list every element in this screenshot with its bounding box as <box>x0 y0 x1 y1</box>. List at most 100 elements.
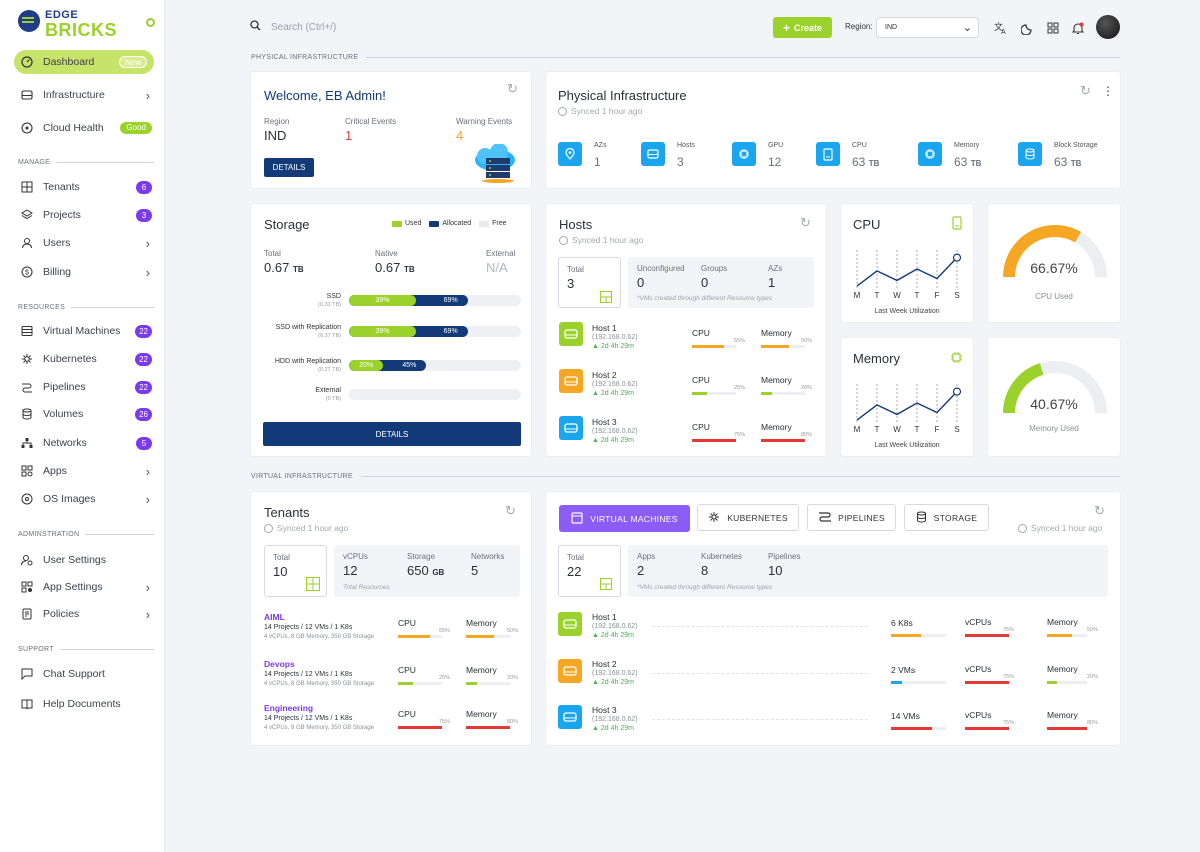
cpu-usage-fill <box>692 439 736 442</box>
refresh-icon[interactable]: ↻ <box>800 215 811 230</box>
count-badge: 3 <box>136 208 152 222</box>
sidebar-item-pipelines[interactable]: Pipelines 22 <box>14 375 154 399</box>
tenant-name[interactable]: Devops <box>264 659 295 669</box>
day-tick-label: T <box>915 291 920 300</box>
warning-events-label: Warning Events <box>456 117 513 126</box>
hosts-total-box: Total 3 <box>558 257 621 308</box>
cpu-usage-bar <box>692 439 736 442</box>
cpu-label: CPU <box>398 709 416 719</box>
tab-pipelines[interactable]: PIPELINES <box>807 504 896 531</box>
memory-usage-fill <box>1047 634 1073 637</box>
sidebar-item-projects[interactable]: Projects 3 <box>14 203 154 227</box>
host-name[interactable]: Host 3 <box>592 705 617 715</box>
vcpu-usage-fill <box>965 634 1009 637</box>
sidebar-item-label: Users <box>43 237 71 249</box>
memory-usage-bar <box>761 439 805 442</box>
sidebar-item-dashboard[interactable]: Dashboard New <box>14 50 154 74</box>
host-name[interactable]: Host 1 <box>592 323 617 333</box>
sidebar-item-label: Cloud Health <box>43 122 104 134</box>
kubernetes-value: 8 <box>701 563 709 578</box>
memory-usage-bar <box>761 345 805 348</box>
health-icon <box>20 121 34 135</box>
sidebar-item-kubernetes[interactable]: Kubernetes 22 <box>14 347 154 371</box>
svg-text:$: $ <box>25 270 29 277</box>
sidebar-item-label: Volumes <box>43 408 84 420</box>
memory-percent: 80% <box>801 432 813 438</box>
tab-kubernetes[interactable]: KUBERNETES <box>697 504 799 531</box>
sidebar-item-os-images[interactable]: OS Images › <box>14 487 154 511</box>
vcpu-usage-fill <box>965 727 1009 730</box>
virtual-total-box: Total 22 <box>558 545 621 597</box>
total-label: Total <box>567 265 584 274</box>
vcpu-percent: 75% <box>1003 627 1015 633</box>
stat-value: 63 TB <box>1054 155 1081 169</box>
stat-unit: TB <box>970 159 982 168</box>
sidebar-item-chat-support[interactable]: Chat Support <box>14 662 154 686</box>
tenant-name[interactable]: AIML <box>264 612 285 622</box>
storage-value: 650 GB <box>407 563 444 578</box>
sidebar-item-help-documents[interactable]: Help Documents <box>14 692 154 716</box>
welcome-details-button[interactable]: DETAILS <box>264 158 314 177</box>
search-bar[interactable]: Search (Ctrl+/) <box>250 18 450 36</box>
sidebar-item-cloud-health[interactable]: Cloud Health Good <box>14 116 154 140</box>
cpu-usage-bar <box>398 682 442 685</box>
sidebar-item-volumes[interactable]: Volumes 26 <box>14 402 154 426</box>
host-name[interactable]: Host 2 <box>592 370 617 380</box>
storage-bar <box>349 389 521 400</box>
stat-value: 1 <box>594 155 601 169</box>
policy-icon <box>20 607 34 621</box>
host-name[interactable]: Host 2 <box>592 659 617 669</box>
memory-percent: 80% <box>1087 720 1099 726</box>
tenant-name[interactable]: Engineering <box>264 703 314 713</box>
sidebar-item-users[interactable]: Users › <box>14 231 154 255</box>
day-tick-label: F <box>935 291 940 300</box>
storage-details-button[interactable]: DETAILS <box>263 422 521 446</box>
resource-usage-bar <box>891 634 946 637</box>
refresh-icon[interactable]: ↻ <box>507 81 518 96</box>
host-name[interactable]: Host 1 <box>592 612 617 622</box>
notification-bell-icon[interactable] <box>1070 20 1086 36</box>
user-avatar[interactable] <box>1096 15 1120 39</box>
sidebar-item-infrastructure[interactable]: Infrastructure › <box>14 83 154 107</box>
sidebar-toggle-icon[interactable] <box>146 18 155 27</box>
apps-grid-icon[interactable] <box>1045 20 1061 36</box>
tab-storage[interactable]: STORAGE <box>904 504 989 531</box>
host-server-icon <box>558 612 582 636</box>
book-icon <box>20 697 34 711</box>
refresh-icon[interactable]: ↻ <box>505 503 516 518</box>
vcpu-usage-fill <box>965 681 1009 684</box>
legend-used: Used <box>405 220 422 227</box>
search-icon <box>250 20 261 34</box>
sidebar-item-networks[interactable]: Networks 5 <box>14 431 154 455</box>
refresh-icon[interactable]: ↻ <box>1080 83 1091 98</box>
tab-label: PIPELINES <box>838 512 885 523</box>
theme-toggle-icon[interactable] <box>1019 20 1035 36</box>
host-name[interactable]: Host 3 <box>592 417 617 427</box>
synced-text: Synced 1 hour ago <box>559 235 643 245</box>
search-input[interactable]: Search (Ctrl+/) <box>271 21 337 33</box>
sidebar-item-apps[interactable]: Apps › <box>14 459 154 483</box>
more-vertical-icon[interactable]: ⋮ <box>1102 84 1114 98</box>
sidebar-item-virtual-machines[interactable]: Virtual Machines 22 <box>14 319 154 343</box>
section-manage: MANAGE <box>18 159 154 166</box>
region-select[interactable]: IND ⌄ <box>876 17 979 38</box>
create-button[interactable]: + Create <box>773 17 832 38</box>
stat-value: 63 TB <box>954 155 981 169</box>
azs-value: 1 <box>768 275 776 290</box>
refresh-icon[interactable]: ↻ <box>1094 503 1105 518</box>
plus-icon: + <box>782 20 790 35</box>
sidebar-item-policies[interactable]: Policies › <box>14 602 154 626</box>
sidebar-item-tenants[interactable]: Tenants 6 <box>14 175 154 199</box>
sidebar-item-app-settings[interactable]: App Settings › <box>14 575 154 599</box>
sidebar-item-billing[interactable]: $ Billing › <box>14 260 154 284</box>
sidebar-item-label: OS Images <box>43 493 96 505</box>
brand-logo[interactable]: EDGE BRICKS <box>18 9 148 41</box>
host-ip: (192.168.0.62) <box>592 428 638 435</box>
day-tick-label: W <box>893 425 901 434</box>
storage-number: 650 <box>407 563 429 578</box>
tab-virtual-machines[interactable]: VIRTUAL MACHINES <box>559 505 690 532</box>
resource-usage-fill <box>891 727 933 730</box>
sidebar-item-user-settings[interactable]: User Settings <box>14 548 154 572</box>
cpu-title: CPU <box>853 217 881 232</box>
